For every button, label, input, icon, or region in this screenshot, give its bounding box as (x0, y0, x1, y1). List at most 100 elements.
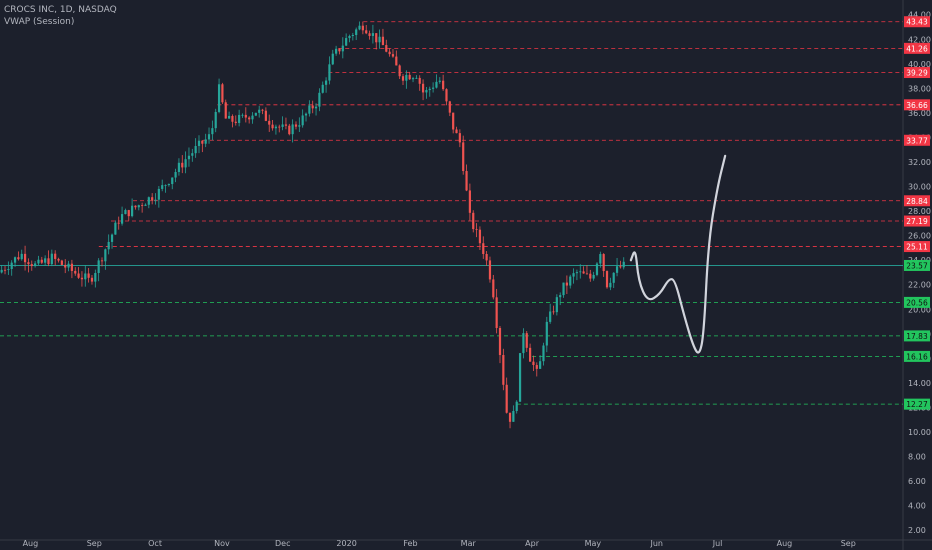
candle-body (127, 210, 130, 217)
candle-body (605, 271, 609, 288)
candle-body (411, 78, 415, 80)
candle-body (615, 266, 619, 273)
candle-body (532, 361, 535, 366)
candle-body (365, 30, 368, 34)
y-tick-label: 36.00 (908, 109, 931, 118)
y-tick-label: 14.00 (908, 379, 931, 388)
y-tick-label: 20.00 (908, 305, 931, 314)
candle-body (572, 273, 575, 277)
candle-body (187, 155, 191, 160)
candle-body (368, 33, 371, 36)
candle-body (174, 171, 177, 178)
candle-body (54, 253, 57, 259)
y-tick-label: 44.00 (908, 11, 931, 20)
candle-body (274, 126, 278, 129)
candle-body (314, 106, 318, 109)
candle-body (552, 311, 555, 313)
y-tick-label: 42.00 (908, 35, 931, 44)
support-price-tag (904, 398, 930, 410)
x-tick-label: Aug (23, 539, 39, 548)
y-tick-label: 28.00 (908, 207, 931, 216)
candle-body (157, 188, 160, 200)
candle-body (328, 64, 331, 81)
candle-body (408, 74, 411, 80)
candle-body (495, 297, 498, 329)
candle-body (622, 261, 625, 268)
x-tick-label: 2020 (336, 539, 356, 548)
candle-body (20, 253, 23, 260)
candle-body (599, 254, 602, 264)
candle-body (478, 229, 482, 244)
candle-body (217, 84, 221, 112)
candle-body (348, 36, 351, 39)
candle-body (338, 48, 341, 52)
candle-body (47, 258, 50, 265)
candle-body (522, 333, 525, 354)
candle-body (261, 109, 264, 111)
candle-body (221, 84, 224, 103)
candle-body (40, 259, 43, 263)
resistance-price-tag (904, 195, 930, 207)
candle-body (508, 412, 512, 422)
candle-body (70, 263, 74, 271)
y-tick-label: 38.00 (908, 84, 931, 93)
candle-body (381, 36, 385, 46)
candle-body (579, 271, 582, 273)
support-price-tag (904, 350, 930, 362)
candle-body (438, 80, 441, 82)
candle-body (44, 258, 47, 263)
candle-body (358, 25, 361, 30)
candle-body (291, 124, 294, 135)
candle-body (505, 384, 508, 413)
candle-body (120, 214, 124, 224)
candle-body (161, 185, 164, 189)
x-tick-label: Apr (525, 539, 540, 548)
candle-body (94, 272, 97, 282)
candle-body (472, 212, 475, 230)
candle-body (104, 249, 107, 262)
x-tick-label: Oct (148, 539, 162, 548)
candle-body (425, 90, 428, 93)
candle-body (318, 92, 321, 107)
candle-body (335, 48, 338, 54)
candle-body (57, 258, 60, 261)
candle-body (448, 101, 451, 113)
candle-body (455, 129, 458, 134)
candle-body (141, 205, 144, 206)
candle-body (211, 128, 214, 135)
y-tick-label: 4.00 (908, 502, 926, 511)
y-tick-label: 40.00 (908, 60, 931, 69)
candle-body (458, 133, 461, 143)
candle-body (569, 276, 572, 286)
candle-body (345, 38, 348, 46)
candle-body (308, 105, 311, 114)
candle-body (432, 87, 435, 89)
candle-body (234, 121, 237, 123)
candle-body (67, 263, 70, 268)
candle-body (294, 124, 298, 127)
resistance-price-label: 27.19 (906, 217, 928, 226)
candle-body (421, 83, 425, 93)
candle-body (488, 260, 492, 280)
candle-body (271, 124, 274, 129)
candle-body (124, 210, 127, 215)
candle-body (371, 33, 375, 36)
resistance-price-tag (904, 241, 930, 253)
candle-body (515, 401, 518, 411)
resistance-price-label: 39.29 (906, 69, 928, 78)
candle-body (401, 76, 405, 81)
candle-body (288, 125, 291, 135)
x-tick-label: Nov (214, 539, 230, 548)
candle-body (278, 126, 281, 128)
y-tick-label: 26.00 (908, 232, 931, 241)
candle-body (197, 140, 201, 147)
candle-body (525, 333, 528, 348)
candle-body (311, 105, 314, 109)
candle-body (100, 260, 104, 262)
candle-body (351, 35, 354, 37)
candle-body (528, 347, 532, 362)
candle-body (238, 114, 241, 123)
candle-body (84, 273, 87, 280)
candle-body (535, 365, 538, 369)
